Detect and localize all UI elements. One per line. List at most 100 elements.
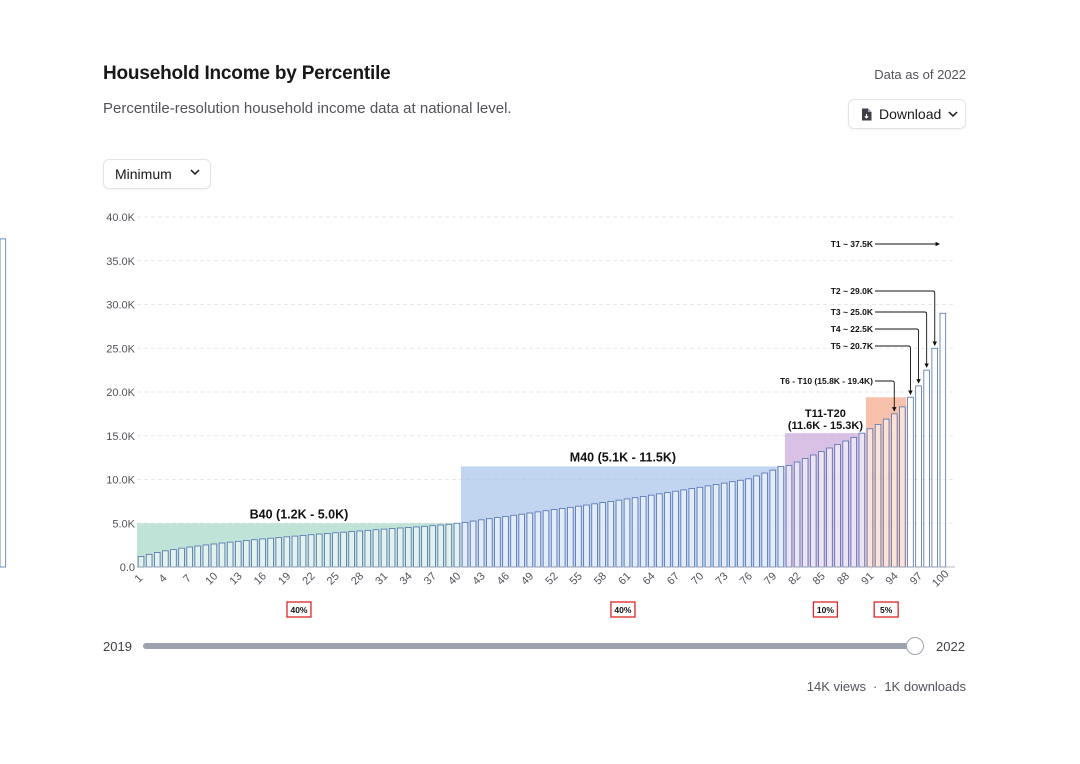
bar: [283, 536, 291, 568]
bar: [178, 547, 185, 568]
x-tick-label: 43: [471, 570, 488, 587]
annotation-label: T1 ~ 37.5K: [831, 239, 874, 249]
annotation-arrow: [875, 290, 938, 346]
bar: [145, 553, 153, 568]
bar: [583, 504, 590, 568]
bar: [842, 440, 849, 568]
bar: [631, 497, 639, 568]
bar: [769, 469, 777, 568]
x-tick-label: 64: [641, 570, 658, 587]
bar: [720, 482, 728, 568]
year-slider-track[interactable]: [143, 643, 917, 649]
x-tick-label: 100: [930, 568, 951, 589]
x-tick-label: 19: [276, 570, 293, 587]
bar: [348, 531, 355, 568]
bar: [518, 513, 525, 568]
year-slider-thumb[interactable]: [906, 637, 924, 655]
share-box: [286, 601, 312, 618]
bar: [712, 484, 720, 568]
bar: [607, 500, 615, 568]
bar: [526, 512, 534, 568]
x-tick-label: 73: [713, 570, 730, 587]
bar: [202, 544, 210, 568]
bar: [372, 529, 380, 568]
bar: [931, 347, 939, 568]
slider-end-year: 2022: [936, 639, 965, 654]
page-title: Household Income by Percentile: [103, 63, 391, 84]
download-button[interactable]: Download: [848, 99, 966, 129]
chevron-down-icon: [948, 111, 958, 117]
bar: [162, 550, 169, 568]
bar: [850, 437, 858, 568]
annotation-label: T3 ~ 25.0K: [831, 307, 874, 317]
x-tick-label: 10: [203, 570, 220, 587]
bar: [599, 502, 606, 568]
annotation-arrow: [875, 311, 929, 368]
x-tick-label: 67: [665, 570, 682, 587]
y-tick-label: 0.0: [120, 562, 135, 574]
bar: [251, 539, 258, 568]
bar: [542, 510, 550, 568]
bar: [575, 505, 582, 568]
bar: [899, 406, 906, 568]
bar: [696, 486, 704, 568]
bar: [299, 535, 307, 568]
annotation-label: T5 ~ 20.7K: [831, 341, 874, 351]
y-tick-label: 35.0K: [106, 256, 135, 268]
metric-select-value: Minimum: [115, 166, 172, 182]
bar: [688, 488, 696, 568]
bar: [340, 531, 347, 568]
bar: [534, 511, 542, 568]
x-tick-label: 61: [616, 570, 633, 587]
bar: [729, 481, 736, 568]
bar: [405, 527, 412, 568]
y-tick-label: 20.0K: [106, 387, 135, 399]
bar: [469, 520, 477, 568]
share-label: 5%: [880, 605, 893, 615]
x-tick-label: 88: [835, 570, 852, 587]
bar: [307, 534, 315, 568]
bar: [623, 498, 631, 568]
bar: [0, 238, 7, 568]
bar: [486, 518, 493, 568]
bar: [137, 556, 145, 568]
share-box: [812, 601, 839, 618]
bar: [664, 492, 671, 568]
annotation-arrow: [875, 380, 897, 412]
bar: [793, 461, 801, 568]
data-as-of-label: Data as of 2022: [874, 67, 966, 82]
metric-select[interactable]: Minimum: [103, 159, 211, 189]
bar: [648, 494, 655, 568]
bar: [567, 506, 574, 568]
x-tick-label: 76: [738, 570, 755, 587]
bar: [777, 465, 785, 568]
bar: [866, 428, 874, 568]
bar: [388, 528, 396, 568]
range-label: M40 (5.1K - 11.5K): [570, 450, 676, 464]
range-band: [460, 466, 785, 567]
views-count: 14K views: [806, 679, 866, 694]
bar: [558, 508, 566, 568]
bar: [259, 538, 266, 568]
y-tick-label: 10.0K: [106, 475, 135, 487]
x-tick-label: 94: [884, 570, 901, 587]
bar: [874, 423, 882, 568]
bar: [550, 509, 558, 568]
bar: [891, 413, 898, 568]
x-tick-label: 55: [568, 570, 585, 587]
bar: [680, 489, 687, 568]
x-tick-label: 34: [398, 570, 415, 587]
bar: [826, 447, 833, 568]
x-tick-label: 13: [228, 570, 245, 587]
usage-stats: 14K views · 1K downloads: [807, 679, 966, 694]
x-tick-label: 46: [495, 570, 512, 587]
x-tick-label: 28: [349, 570, 366, 587]
bar: [170, 549, 177, 568]
range-label: B40 (1.2K - 5.0K): [250, 507, 349, 521]
bar: [453, 522, 461, 568]
bar: [510, 514, 517, 568]
share-label: 40%: [290, 605, 307, 615]
x-tick-label: 49: [519, 570, 536, 587]
bar: [429, 525, 436, 568]
bar: [785, 465, 793, 568]
